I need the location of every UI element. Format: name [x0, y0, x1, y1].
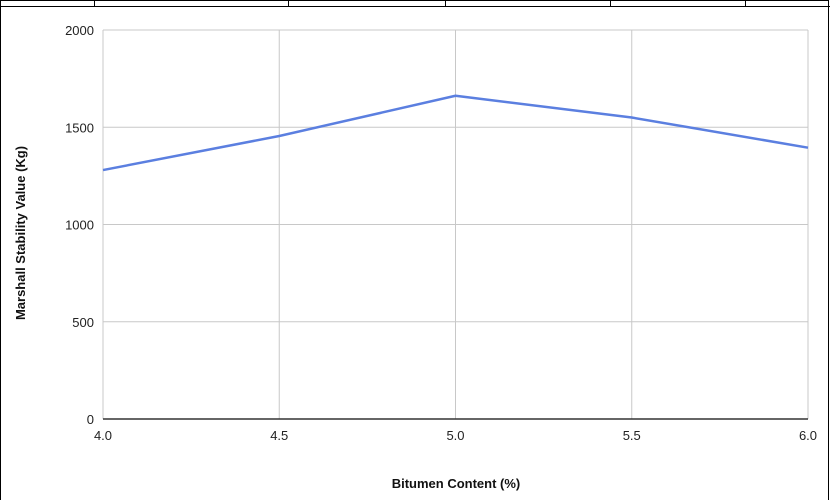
- x-tick-label: 5.5: [623, 428, 641, 443]
- y-tick-label: 1500: [65, 120, 94, 135]
- table-cell-divider: [94, 0, 95, 6]
- y-tick-labels: 0 500 1000 1500 2000: [65, 23, 94, 427]
- table-cell-divider: [445, 0, 446, 6]
- series-group: [102, 94, 809, 172]
- x-axis-title: Bitumen Content (%): [392, 476, 521, 491]
- table-top-border: [0, 6, 830, 7]
- y-tick-label: 1000: [65, 218, 94, 233]
- table-cell-divider: [288, 0, 289, 6]
- x-tick-label: 6.0: [799, 428, 817, 443]
- grid-lines: [102, 29, 809, 419]
- y-tick-label: 500: [72, 315, 94, 330]
- x-tick-label: 4.0: [94, 428, 112, 443]
- x-tick-label: 5.0: [446, 428, 464, 443]
- x-tick-label: 4.5: [270, 428, 288, 443]
- y-tick-label: 2000: [65, 23, 94, 38]
- table-cell-divider: [610, 0, 611, 6]
- series-line: [102, 94, 809, 172]
- y-tick-label: 0: [87, 412, 94, 427]
- y-axis-title: Marshall Stability Value (Kg): [13, 146, 28, 320]
- x-tick-labels: 4.0 4.5 5.0 5.5 6.0: [94, 428, 817, 443]
- table-cell-divider: [745, 0, 746, 6]
